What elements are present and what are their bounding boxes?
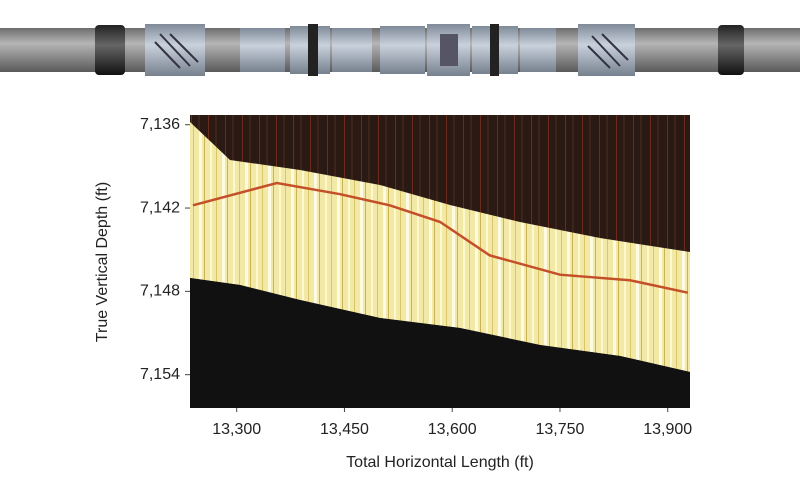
x-tick-label: 13,750 xyxy=(536,421,585,438)
x-tick-label: 13,900 xyxy=(643,421,692,438)
y-axis-title: True Vertical Depth (ft) xyxy=(94,182,111,342)
image-log xyxy=(190,115,690,408)
y-tick-label: 7,148 xyxy=(140,283,180,300)
tool-illustration xyxy=(0,24,800,76)
well-path xyxy=(192,181,689,294)
x-tick-label: 13,600 xyxy=(428,421,477,438)
y-tick-label: 7,136 xyxy=(140,116,180,133)
y-tick-label: 7,154 xyxy=(140,366,180,383)
x-axis-title: Total Horizontal Length (ft) xyxy=(346,454,534,471)
x-tick-label: 13,450 xyxy=(320,421,369,438)
x-tick-label: 13,300 xyxy=(212,421,261,438)
y-tick-label: 7,142 xyxy=(140,199,180,216)
